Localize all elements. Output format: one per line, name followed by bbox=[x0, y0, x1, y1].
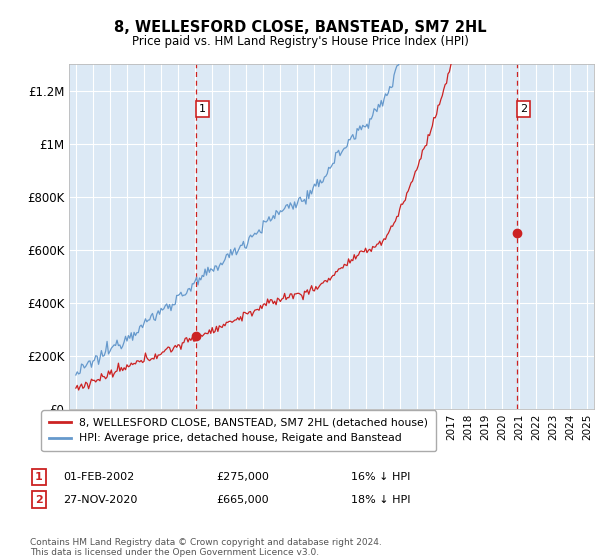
Text: 1: 1 bbox=[199, 104, 206, 114]
Text: 27-NOV-2020: 27-NOV-2020 bbox=[63, 494, 137, 505]
Text: 1: 1 bbox=[35, 472, 43, 482]
Text: Contains HM Land Registry data © Crown copyright and database right 2024.
This d: Contains HM Land Registry data © Crown c… bbox=[30, 538, 382, 557]
Text: 8, WELLESFORD CLOSE, BANSTEAD, SM7 2HL: 8, WELLESFORD CLOSE, BANSTEAD, SM7 2HL bbox=[113, 20, 487, 35]
Text: £665,000: £665,000 bbox=[216, 494, 269, 505]
Text: 18% ↓ HPI: 18% ↓ HPI bbox=[351, 494, 410, 505]
Text: 2: 2 bbox=[35, 494, 43, 505]
Text: 16% ↓ HPI: 16% ↓ HPI bbox=[351, 472, 410, 482]
Legend: 8, WELLESFORD CLOSE, BANSTEAD, SM7 2HL (detached house), HPI: Average price, det: 8, WELLESFORD CLOSE, BANSTEAD, SM7 2HL (… bbox=[41, 410, 436, 451]
Text: Price paid vs. HM Land Registry's House Price Index (HPI): Price paid vs. HM Land Registry's House … bbox=[131, 35, 469, 48]
Text: 2: 2 bbox=[520, 104, 527, 114]
Text: £275,000: £275,000 bbox=[216, 472, 269, 482]
Text: 01-FEB-2002: 01-FEB-2002 bbox=[63, 472, 134, 482]
